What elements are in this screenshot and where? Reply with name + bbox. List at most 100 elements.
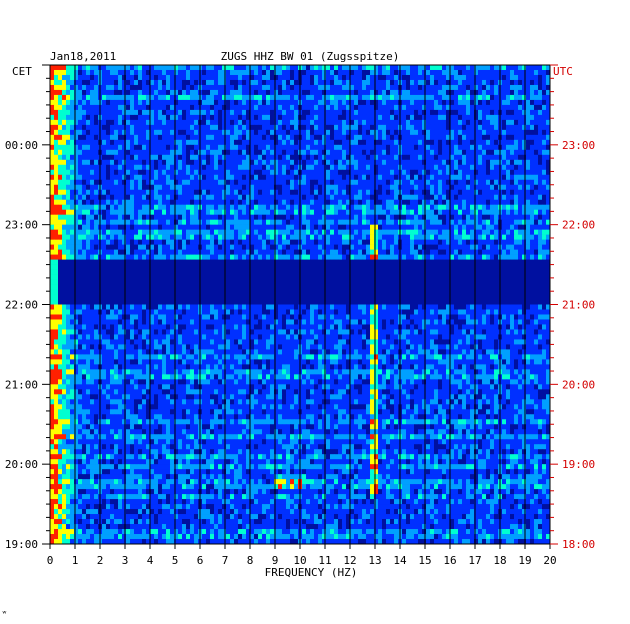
spectrogram-cell — [238, 174, 243, 181]
spectrogram-cell — [354, 144, 359, 151]
spectrogram-cell — [202, 65, 207, 71]
spectrogram-cell — [506, 219, 511, 225]
spectrogram-cell — [306, 249, 311, 255]
spectrogram-cell — [78, 259, 83, 265]
spectrogram-cell — [310, 239, 315, 245]
spectrogram-cell — [66, 104, 71, 111]
spectrogram-cell — [162, 209, 167, 215]
spectrogram-cell — [410, 199, 415, 206]
spectrogram-cell — [162, 234, 167, 240]
spectrogram-cell — [446, 209, 451, 215]
spectrogram-cell — [182, 204, 187, 210]
spectrogram-cell — [510, 204, 515, 210]
spectrogram-cell — [450, 174, 455, 181]
spectrogram-cell — [234, 214, 239, 220]
spectrogram-cell — [62, 249, 67, 255]
spectrogram-cell — [350, 94, 355, 101]
spectrogram-cell — [254, 84, 259, 91]
spectrogram-cell — [410, 124, 415, 131]
spectrogram-cell — [490, 194, 495, 201]
spectrogram-cell — [330, 124, 335, 131]
spectrogram-cell — [502, 79, 507, 86]
spectrogram-cell — [542, 69, 547, 76]
spectrogram-cell — [78, 164, 83, 171]
spectrogram-cell — [262, 229, 267, 235]
spectrogram-cell — [266, 104, 271, 111]
spectrogram-cell — [334, 199, 339, 206]
spectrogram-cell — [350, 99, 355, 106]
spectrogram-cell — [538, 65, 543, 71]
spectrogram-cell — [318, 254, 323, 260]
spectrogram-cell — [238, 134, 243, 141]
spectrogram-cell — [338, 189, 343, 196]
spectrogram-cell — [54, 229, 59, 235]
spectrogram-cell — [114, 65, 119, 71]
spectrogram-cell — [386, 179, 391, 186]
spectrogram-cell — [546, 139, 551, 146]
spectrogram-cell — [302, 79, 307, 86]
spectrogram-cell — [330, 74, 335, 81]
spectrogram-cell — [286, 174, 291, 181]
spectrogram-cell — [50, 65, 55, 71]
spectrogram-cell — [494, 79, 499, 86]
spectrogram-cell — [402, 154, 407, 161]
spectrogram-cell — [450, 224, 455, 230]
spectrogram-cell — [350, 79, 355, 86]
spectrogram-cell — [490, 199, 495, 206]
spectrogram-cell — [314, 164, 319, 171]
spectrogram-cell — [514, 234, 519, 240]
spectrogram-cell — [454, 234, 459, 240]
spectrogram-cell — [90, 234, 95, 240]
spectrogram-cell — [186, 89, 191, 96]
spectrogram-cell — [458, 224, 463, 230]
spectrogram-cell — [342, 104, 347, 111]
spectrogram-cell — [258, 239, 263, 245]
spectrogram-cell — [382, 79, 387, 86]
spectrogram-cell — [454, 154, 459, 161]
spectrogram-cell — [490, 74, 495, 81]
spectrogram-cell — [342, 169, 347, 176]
spectrogram-cell — [326, 179, 331, 186]
spectrogram-cell — [58, 184, 63, 191]
spectrogram-cell — [450, 209, 455, 215]
spectrogram-cell — [294, 109, 299, 116]
spectrogram-cell — [430, 194, 435, 201]
spectrogram-cell — [354, 164, 359, 171]
spectrogram-cell — [294, 169, 299, 176]
spectrogram-cell — [238, 164, 243, 171]
spectrogram-cell — [514, 199, 519, 206]
spectrogram-cell — [186, 74, 191, 81]
spectrogram-cell — [50, 254, 55, 260]
spectrogram-cell — [294, 124, 299, 131]
spectrogram-cell — [134, 139, 139, 146]
spectrogram-cell — [322, 164, 327, 171]
spectrogram-cell — [378, 65, 383, 71]
spectrogram-cell — [490, 189, 495, 196]
spectrogram-cell — [406, 89, 411, 96]
spectrogram-cell — [194, 169, 199, 176]
spectrogram-cell — [502, 104, 507, 111]
spectrogram-cell — [314, 179, 319, 186]
spectrogram-cell — [334, 79, 339, 86]
spectrogram-cell — [378, 149, 383, 156]
spectrogram-cell — [186, 244, 191, 250]
spectrogram-cell — [278, 194, 283, 201]
spectrogram-cell — [114, 124, 119, 131]
spectrogram-cell — [334, 69, 339, 76]
spectrogram-cell — [378, 159, 383, 166]
spectrogram-cell — [454, 104, 459, 111]
spectrogram-cell — [294, 69, 299, 76]
spectrogram-cell — [262, 89, 267, 96]
spectrogram-cell — [194, 94, 199, 101]
spectrogram-cell — [450, 259, 455, 265]
spectrogram-cell — [118, 119, 123, 126]
spectrogram-cell — [306, 65, 311, 71]
spectrogram-cell — [186, 209, 191, 215]
spectrogram-cell — [186, 184, 191, 191]
spectrogram-cell — [358, 199, 363, 206]
spectrogram-cell — [266, 259, 271, 265]
spectrogram-cell — [314, 139, 319, 146]
spectrogram-cell — [110, 109, 115, 116]
spectrogram-cell — [478, 209, 483, 215]
spectrogram-cell — [306, 234, 311, 240]
